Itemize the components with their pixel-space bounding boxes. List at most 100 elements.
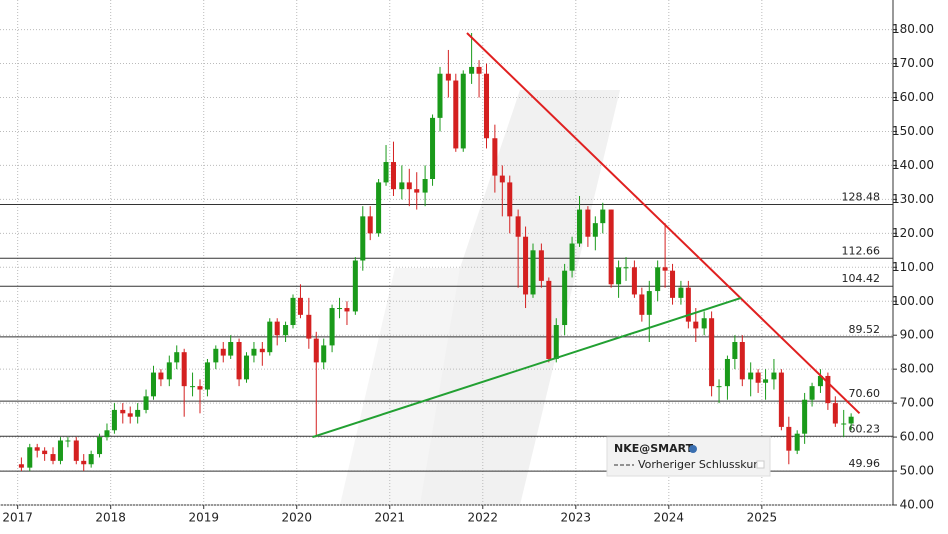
candle-body: [499, 175, 505, 183]
level-label: 70.60: [849, 387, 881, 400]
candle-body: [623, 267, 629, 269]
candle-body: [530, 250, 536, 295]
candle-body: [739, 342, 745, 380]
candle-body: [460, 73, 466, 149]
legend-checkbox[interactable]: [756, 460, 765, 469]
candle-body: [693, 321, 699, 329]
candle-body: [228, 342, 234, 356]
legend-title: NKE@SMART: [614, 442, 694, 455]
candle-body: [616, 267, 622, 285]
y-tick-label: 80.00: [900, 362, 934, 376]
candle-body: [716, 386, 722, 388]
candle-body: [190, 386, 196, 388]
candle-body: [135, 409, 141, 417]
y-tick-label: 140.00: [892, 158, 934, 172]
y-tick-label: 130.00: [892, 192, 934, 206]
y-tick-label: 150.00: [892, 124, 934, 138]
candle-body: [306, 314, 312, 339]
candle-body: [283, 325, 289, 336]
candle-body: [553, 325, 559, 359]
candle-body: [290, 297, 296, 326]
candle-body: [406, 182, 412, 190]
candle-body: [848, 416, 854, 424]
candle-body: [841, 423, 847, 425]
trendline: [466, 32, 861, 415]
candle-body: [65, 440, 71, 442]
candle-body: [809, 386, 815, 400]
candle-body: [507, 182, 513, 217]
candle-body: [274, 321, 280, 336]
candle-body: [709, 318, 715, 387]
candle-body: [802, 399, 808, 434]
candle-body: [259, 348, 265, 353]
legend-icon: [689, 445, 697, 453]
candle-body: [42, 450, 48, 455]
y-tick-label: 90.00: [900, 328, 934, 342]
candle-body: [57, 440, 63, 461]
candle-body: [817, 375, 823, 387]
candle-body: [251, 348, 257, 356]
candle-body: [577, 209, 583, 244]
candle-body: [646, 291, 652, 315]
legend: NKE@SMART Vorheriger Schlusskurs: [606, 436, 771, 477]
level-label: 49.96: [849, 457, 881, 470]
candle-body: [120, 409, 126, 414]
legend-box: [606, 436, 771, 477]
candle-body: [104, 430, 110, 438]
candle-body: [538, 250, 544, 281]
candle-body: [825, 375, 831, 404]
x-tick-label: 2025: [747, 511, 778, 525]
candle-body: [569, 243, 575, 271]
candle-body: [313, 338, 319, 363]
candle-body: [329, 308, 335, 346]
candle-body: [352, 260, 358, 312]
candle-body: [399, 182, 405, 190]
candle-body: [515, 216, 521, 237]
candle-body: [337, 308, 343, 310]
candle-body: [88, 454, 94, 465]
candle-body: [50, 454, 56, 461]
x-tick-label: 2021: [374, 511, 405, 525]
candle-body: [585, 209, 591, 237]
x-tick-label: 2020: [281, 511, 312, 525]
trendline: [312, 296, 742, 439]
candle-body: [724, 358, 730, 387]
candle-body: [685, 287, 691, 322]
y-tick-label: 120.00: [892, 226, 934, 240]
candle-body: [181, 352, 187, 387]
level-label: 112.66: [842, 244, 881, 257]
candle-body: [204, 362, 210, 390]
candle-body: [344, 308, 350, 312]
level-label: 104.42: [842, 272, 881, 285]
candle-body: [236, 342, 242, 380]
candle-body: [376, 182, 382, 234]
candle-body: [243, 355, 250, 380]
legend-label: Vorheriger Schlusskurs: [638, 458, 764, 471]
candle-body: [832, 403, 838, 424]
candle-body: [732, 342, 738, 359]
candle-body: [600, 209, 606, 224]
candle-body: [422, 179, 428, 193]
y-tick-label: 60.00: [900, 430, 934, 444]
y-tick-label: 180.00: [892, 22, 934, 36]
candle-body: [383, 162, 389, 183]
candle-body: [220, 348, 226, 356]
candle-body: [748, 372, 754, 380]
x-tick-label: 2017: [2, 511, 33, 525]
candle-body: [469, 66, 475, 74]
candle-body: [81, 460, 87, 465]
candle-body: [794, 433, 800, 451]
candle-body: [670, 270, 676, 298]
candle-body: [523, 236, 529, 295]
candle-body: [631, 267, 637, 295]
x-tick-label: 2018: [95, 511, 126, 525]
candle-body: [390, 162, 396, 190]
level-label: 60.23: [849, 422, 881, 435]
candle-body: [267, 321, 273, 353]
candle-body: [18, 464, 24, 468]
x-tick-label: 2023: [561, 511, 592, 525]
candle-body: [662, 267, 668, 271]
candle-body: [430, 117, 436, 179]
candle-body: [476, 66, 482, 74]
